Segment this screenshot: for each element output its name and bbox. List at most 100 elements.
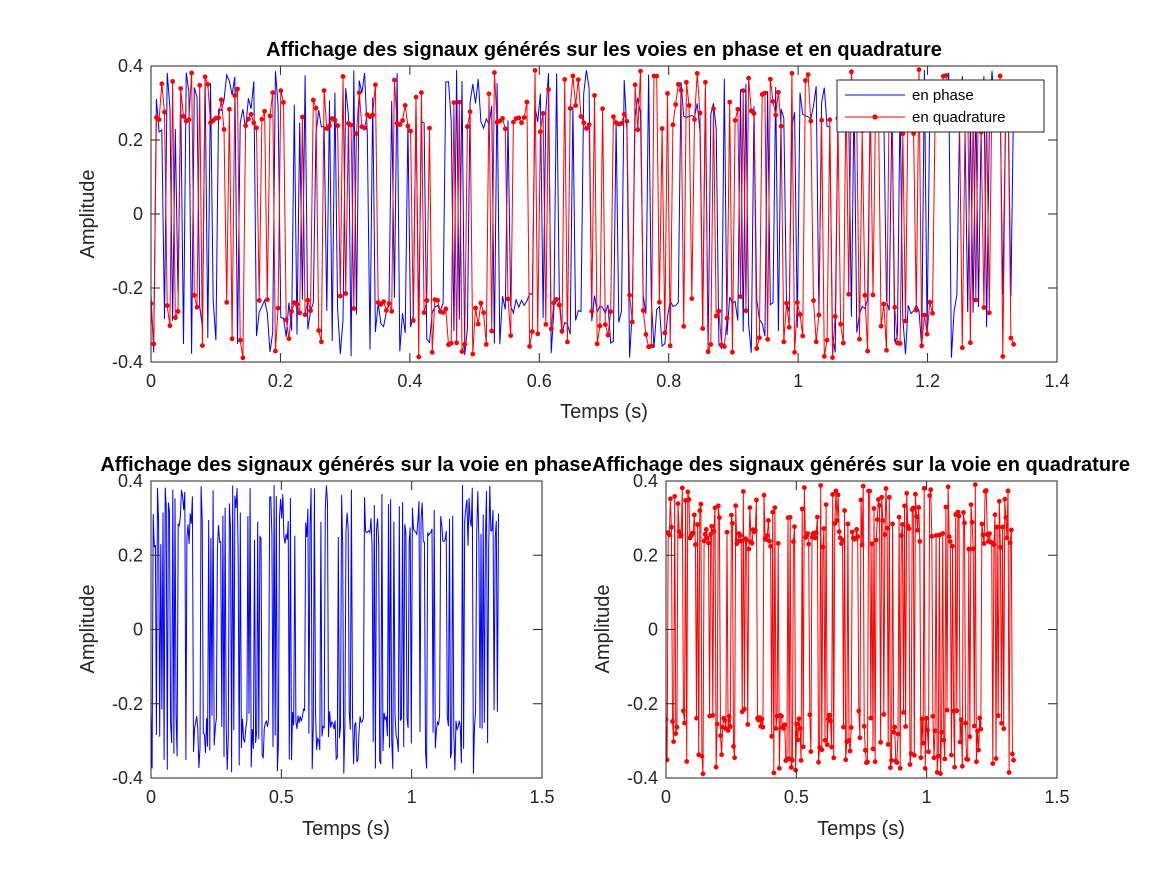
data-point xyxy=(665,91,670,96)
data-point xyxy=(305,297,311,303)
data-point xyxy=(743,308,749,314)
data-point xyxy=(362,125,367,131)
data-point xyxy=(711,106,716,112)
plot-area-quadrature xyxy=(666,482,1016,777)
data-point xyxy=(829,744,834,750)
data-point xyxy=(738,294,743,299)
data-point xyxy=(689,296,695,301)
data-point xyxy=(692,117,697,122)
data-point xyxy=(383,308,389,313)
data-point xyxy=(686,103,692,108)
data-point xyxy=(718,733,723,738)
data-point xyxy=(267,113,273,119)
data-point xyxy=(1008,335,1014,341)
data-point xyxy=(773,112,779,118)
data-point xyxy=(700,771,706,777)
data-point xyxy=(892,724,898,730)
data-point xyxy=(416,354,422,360)
data-point xyxy=(769,733,775,739)
data-point xyxy=(708,532,714,537)
data-point xyxy=(167,323,173,329)
data-point xyxy=(589,308,595,314)
data-point xyxy=(381,299,386,305)
data-point xyxy=(402,103,408,108)
data-point xyxy=(725,728,731,733)
y-axis-label: Amplitude xyxy=(77,170,99,259)
data-point xyxy=(855,534,861,539)
data-point xyxy=(789,70,795,76)
data-point xyxy=(926,749,931,755)
data-point xyxy=(705,535,710,541)
data-point xyxy=(775,540,781,546)
data-point xyxy=(884,347,889,353)
data-point xyxy=(408,128,413,134)
data-point xyxy=(400,118,405,123)
data-point xyxy=(684,759,690,764)
data-point xyxy=(638,68,643,74)
data-point xyxy=(567,106,573,111)
data-point xyxy=(865,759,870,765)
data-point xyxy=(786,324,792,330)
x-tick-label: 1.4 xyxy=(1044,371,1069,391)
data-point xyxy=(200,343,205,348)
data-point xyxy=(797,726,803,731)
data-point xyxy=(768,543,773,549)
data-point xyxy=(483,342,489,347)
data-point xyxy=(927,493,932,498)
data-point xyxy=(831,755,837,761)
data-point xyxy=(881,712,887,717)
data-point xyxy=(727,724,733,729)
data-point xyxy=(702,531,708,537)
y-tick-label: 0 xyxy=(648,620,658,640)
data-point xyxy=(797,312,803,317)
data-point xyxy=(605,332,611,338)
data-point xyxy=(816,759,821,765)
data-point xyxy=(918,755,924,761)
data-point xyxy=(892,304,898,310)
data-point xyxy=(805,531,810,536)
data-point xyxy=(731,744,736,749)
data-point xyxy=(205,82,211,87)
data-point xyxy=(846,738,852,743)
data-point xyxy=(327,123,332,129)
data-point xyxy=(678,87,684,93)
data-point xyxy=(370,112,376,118)
data-point xyxy=(955,509,961,515)
data-point xyxy=(779,713,784,719)
data-point xyxy=(175,308,181,314)
x-tick-label: 0.5 xyxy=(269,787,294,807)
y-tick-label: -0.2 xyxy=(112,694,143,714)
data-point xyxy=(916,505,922,510)
data-point xyxy=(356,90,362,95)
data-point xyxy=(907,762,913,767)
data-point xyxy=(757,335,762,341)
data-point xyxy=(941,737,947,743)
data-point xyxy=(890,521,895,527)
data-point xyxy=(822,737,828,743)
data-point xyxy=(840,340,846,346)
ticks-quadrature: 0 0.5 1 1.5 -0.4 -0.2 0 0.2 0.4 xyxy=(627,471,1070,807)
data-point xyxy=(813,339,819,345)
data-point xyxy=(240,355,246,361)
data-point xyxy=(465,124,470,129)
data-point xyxy=(976,747,981,753)
data-point xyxy=(584,125,589,131)
data-point xyxy=(945,484,951,490)
data-point xyxy=(717,515,722,520)
data-point xyxy=(164,303,170,308)
data-point xyxy=(730,349,735,355)
data-point xyxy=(983,488,989,493)
data-point xyxy=(799,506,805,512)
data-point xyxy=(874,517,880,522)
data-point xyxy=(922,312,927,318)
data-point xyxy=(781,726,786,731)
data-point xyxy=(489,328,495,334)
data-point xyxy=(879,494,885,500)
data-point xyxy=(424,298,430,303)
data-point xyxy=(919,343,925,349)
data-point xyxy=(915,527,920,533)
data-point xyxy=(996,498,1002,504)
y-tick-label: 0.4 xyxy=(633,471,658,491)
data-point xyxy=(765,336,770,342)
